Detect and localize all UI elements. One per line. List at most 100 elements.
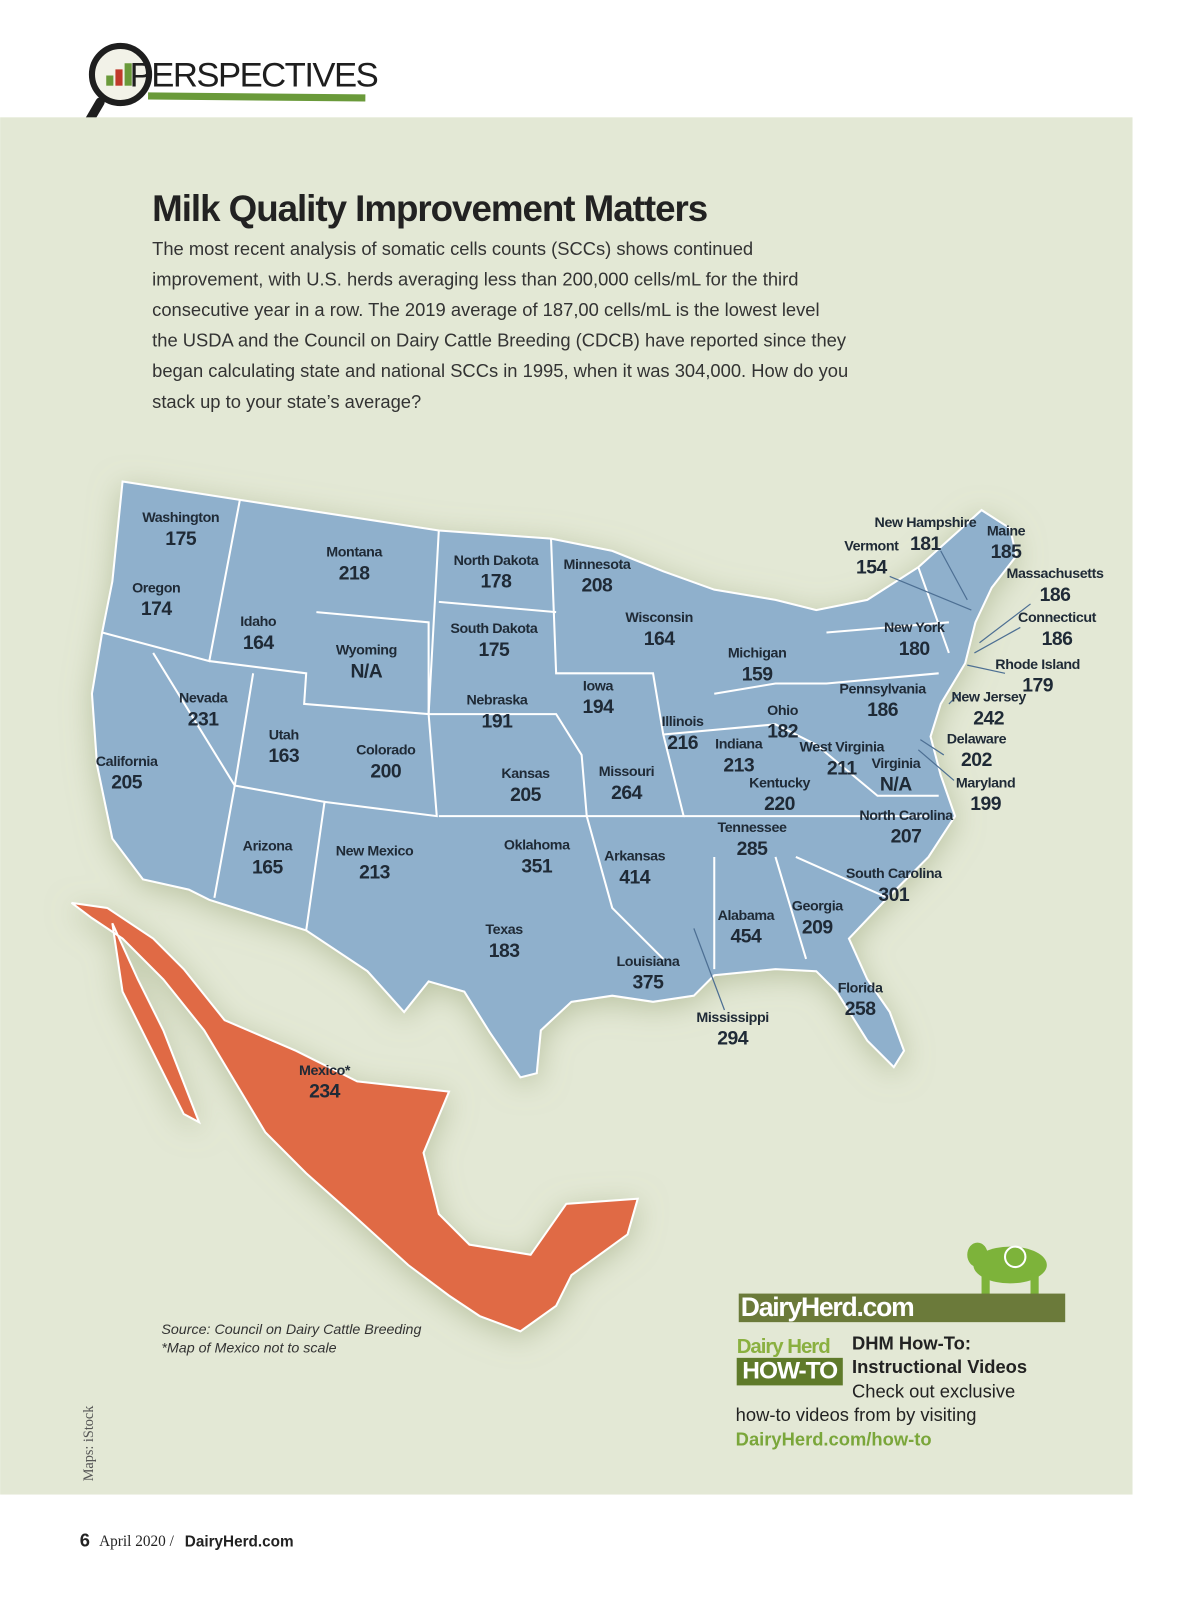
state-value: 294 [717, 1028, 749, 1050]
state-value: 220 [764, 793, 795, 815]
state-value: 301 [878, 884, 910, 906]
state-value: 186 [1042, 628, 1074, 650]
state-value: 175 [165, 528, 197, 550]
state-value: 200 [370, 760, 401, 782]
state-value: 242 [973, 707, 1004, 729]
state-name: Washington [142, 510, 219, 526]
body-line: The most recent analysis of somatic cell… [152, 238, 753, 259]
state-value: 186 [867, 699, 899, 721]
issue-date: April 2020 / [99, 1533, 175, 1550]
state-value: 375 [633, 972, 665, 994]
body-line: improvement, with U.S. herds averaging l… [152, 268, 798, 289]
promo-text: Check out exclusive [852, 1380, 1015, 1401]
state-value: 454 [730, 926, 762, 948]
section-title: PERSPECTIVES [130, 57, 378, 95]
state-value: 186 [1040, 584, 1072, 606]
state-value: 183 [489, 940, 521, 962]
state-name: Tennessee [717, 820, 786, 836]
state-name: Minnesota [564, 557, 632, 573]
state-name: North Carolina [859, 808, 954, 824]
state-name: Illinois [662, 714, 704, 730]
state-value: 231 [188, 708, 220, 730]
state-value: 164 [243, 632, 275, 654]
state-value: N/A [880, 774, 912, 796]
state-value: 414 [619, 866, 651, 888]
state-name: Maine [987, 523, 1026, 539]
state-name: Colorado [356, 743, 416, 759]
state-value: 351 [521, 855, 553, 877]
state-value: 175 [479, 639, 511, 661]
state-value: 211 [827, 757, 857, 779]
promo-link[interactable]: DairyHerd.com/how-to [736, 1428, 932, 1449]
state-value: 209 [802, 916, 834, 938]
promo-text: how-to videos from by visiting [736, 1404, 977, 1425]
photo-credit: Maps: iStock [81, 1405, 97, 1482]
state-name: North Dakota [454, 553, 540, 569]
footer-site: DairyHerd.com [185, 1534, 294, 1551]
state-value: 191 [482, 710, 514, 732]
state-name: Massachusetts [1007, 566, 1104, 582]
scale-note: *Map of Mexico not to scale [161, 1340, 336, 1356]
state-value: 208 [582, 575, 614, 597]
state-value: 178 [481, 571, 513, 593]
state-name: Indiana [715, 736, 764, 752]
state-name: Arkansas [604, 849, 665, 865]
state-name: New Mexico [336, 844, 414, 860]
country-name: Mexico* [299, 1063, 351, 1079]
state-value: N/A [350, 660, 382, 682]
state-labels: Washington 175 Oregon 174 Idaho 164 Montana218… [96, 510, 1105, 1103]
state-name: New Hampshire [875, 515, 977, 531]
state-name: Missouri [599, 764, 654, 780]
cow-icon [967, 1242, 1047, 1296]
state-name: Pennsylvania [839, 681, 927, 697]
state-value: 174 [141, 598, 173, 620]
badge-box [736, 1357, 843, 1386]
state-name: Ohio [767, 703, 799, 719]
state-value: 182 [767, 721, 798, 743]
state-name: Idaho [240, 614, 277, 630]
state-value: 202 [961, 749, 992, 771]
state-value: 165 [252, 856, 284, 878]
state-name: Delaware [947, 731, 1007, 747]
state-value: 185 [991, 541, 1023, 563]
state-name: South Dakota [450, 621, 539, 637]
state-name: New Jersey [951, 690, 1026, 706]
state-name: Louisiana [616, 954, 680, 970]
state-name: Utah [269, 727, 299, 743]
page-number: 6 [80, 1529, 90, 1550]
state-name: West Virginia [800, 740, 886, 756]
state-value: 163 [268, 745, 300, 767]
state-name: Maryland [956, 775, 1015, 791]
state-value: 258 [845, 998, 877, 1020]
state-name: Michigan [728, 646, 787, 662]
state-value: 194 [583, 696, 615, 718]
magnifier-bars [106, 63, 132, 86]
state-name: Florida [838, 980, 884, 996]
state-value: 205 [111, 772, 143, 794]
mexico-shape [70, 901, 640, 1333]
body-line: began calculating state and national SCC… [152, 360, 848, 381]
state-value: 199 [970, 793, 1002, 815]
body-line: consecutive year in a row. The 2019 aver… [152, 299, 819, 320]
state-name: New York [884, 620, 945, 636]
state-value: 154 [856, 556, 888, 578]
state-name: South Carolina [846, 866, 943, 882]
body-line: the USDA and the Council on Dairy Cattle… [152, 330, 847, 351]
state-name: Kansas [501, 766, 550, 782]
map [70, 480, 1018, 1333]
state-name: Virginia [871, 756, 921, 772]
state-value: 164 [644, 628, 676, 650]
logo-bar [738, 1293, 1066, 1323]
state-value: 218 [339, 562, 371, 584]
state-name: Oregon [132, 580, 180, 596]
badge: HOW-TO [742, 1358, 837, 1385]
state-value: 207 [891, 826, 922, 848]
state-name: Montana [326, 545, 383, 561]
state-value: 181 [910, 533, 942, 555]
state-name: Arizona [243, 839, 294, 855]
source-note: Source: Council on Dairy Cattle Breeding [161, 1322, 421, 1338]
header-rule [148, 92, 366, 102]
state-name: Connecticut [1018, 610, 1097, 626]
